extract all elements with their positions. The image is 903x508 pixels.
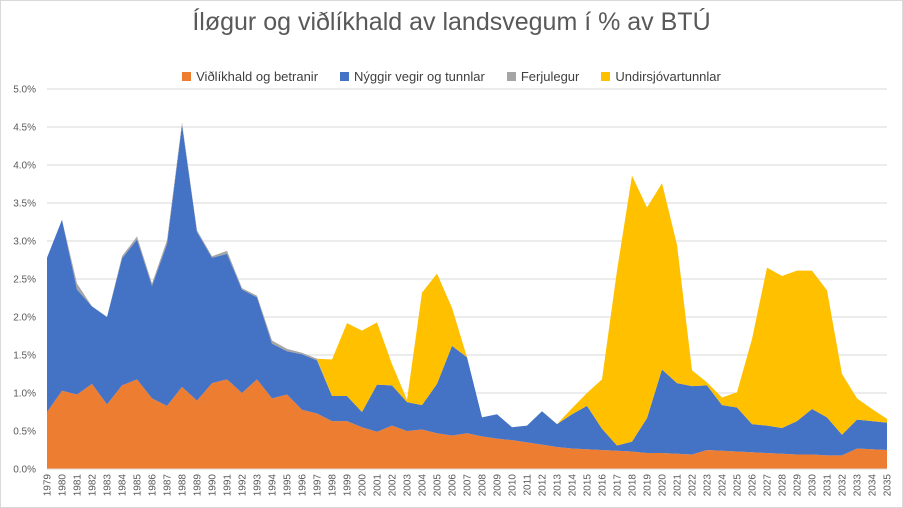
x-tick-label: 1999 xyxy=(343,474,354,497)
chart-legend: Viðlíkhald og betranir Nýggir vegir og t… xyxy=(0,69,903,84)
x-tick-label: 1994 xyxy=(268,474,279,497)
x-tick-label: 2000 xyxy=(358,474,369,497)
x-tick-label: 1982 xyxy=(88,474,99,497)
x-tick-label: 2015 xyxy=(583,474,594,497)
x-tick-label: 2014 xyxy=(568,474,579,497)
x-tick-label: 2028 xyxy=(778,474,789,497)
x-tick-label: 2025 xyxy=(733,474,744,497)
x-tick-label: 1993 xyxy=(253,474,264,497)
y-tick-label: 2.5% xyxy=(13,275,36,286)
x-tick-label: 1980 xyxy=(58,474,69,497)
area-vi-l-khald-og-betranir xyxy=(47,379,887,469)
x-tick-label: 1981 xyxy=(73,474,84,497)
y-tick-label: 5.0% xyxy=(13,85,36,96)
x-tick-label: 1984 xyxy=(118,474,129,497)
legend-swatch xyxy=(506,72,516,81)
x-tick-label: 1995 xyxy=(283,474,294,497)
area-undirsj-vartunnlar xyxy=(47,122,887,446)
x-tick-label: 2026 xyxy=(748,474,759,497)
x-tick-label: 2010 xyxy=(508,474,519,497)
x-tick-label: 2019 xyxy=(643,474,654,497)
area-series xyxy=(47,122,887,469)
x-tick-label: 2030 xyxy=(808,474,819,497)
x-tick-label: 1983 xyxy=(103,474,114,497)
legend-item-subsea: Undirsjóvartunnlar xyxy=(601,69,721,84)
y-tick-label: 4.5% xyxy=(13,123,36,134)
x-tick-label: 2027 xyxy=(763,474,774,497)
y-tick-label: 4.0% xyxy=(13,161,36,172)
x-tick-label: 2016 xyxy=(598,474,609,497)
x-tick-label: 1988 xyxy=(178,474,189,497)
chart-title: Íløgur og viðlíkhald av landsvegum í % a… xyxy=(192,8,711,36)
legend-item-maintenance: Viðlíkhald og betranir xyxy=(182,69,318,84)
x-tick-label: 2032 xyxy=(838,474,849,497)
x-tick-label: 1986 xyxy=(148,474,159,497)
y-tick-label: 1.5% xyxy=(13,351,36,362)
x-tick-label: 1990 xyxy=(208,474,219,497)
x-tick-label: 2022 xyxy=(688,474,699,497)
x-tick-label: 2023 xyxy=(703,474,714,497)
x-tick-label: 2007 xyxy=(463,474,474,497)
x-tick-label: 1996 xyxy=(298,474,309,497)
legend-swatch xyxy=(182,72,192,81)
x-tick-label: 2006 xyxy=(448,474,459,497)
x-tick-label: 2008 xyxy=(478,474,489,497)
x-tick-label: 2002 xyxy=(388,474,399,497)
x-tick-label: 1991 xyxy=(223,474,234,497)
y-tick-label: 0.0% xyxy=(13,465,36,476)
legend-swatch xyxy=(340,72,350,81)
legend-label: Nýggir vegir og tunnlar xyxy=(354,69,485,84)
x-tick-label: 2001 xyxy=(373,474,384,497)
x-tick-label: 2017 xyxy=(613,474,624,497)
x-tick-label: 2035 xyxy=(883,474,894,497)
x-tick-label: 2011 xyxy=(523,474,534,496)
x-tick-label: 2005 xyxy=(433,474,444,497)
x-tick-label: 2033 xyxy=(853,474,864,497)
x-tick-label: 1997 xyxy=(313,474,324,497)
x-tick-label: 2031 xyxy=(823,474,834,497)
x-tick-label: 1985 xyxy=(133,474,144,497)
y-axis: 0.0% 0.5% 1.0% 1.5% 2.0% 2.5% 3.0% 3.5% 4.0% 4.5%… xyxy=(13,85,36,476)
x-tick-label: 1979 xyxy=(43,474,54,497)
x-tick-label: 2034 xyxy=(868,474,879,497)
y-tick-label: 1.0% xyxy=(13,389,36,400)
x-tick-label: 2004 xyxy=(418,474,429,497)
x-tick-label: 1989 xyxy=(193,474,204,497)
x-tick-label: 1992 xyxy=(238,474,249,497)
y-tick-label: 3.5% xyxy=(13,199,36,210)
x-tick-label: 2021 xyxy=(673,474,684,497)
x-tick-label: 2009 xyxy=(493,474,504,497)
x-axis: 1979 1980 1981 1982 1983 1984 1985 1986 1987 1988… xyxy=(43,468,894,497)
x-tick-label: 2024 xyxy=(718,474,729,497)
legend-item-ferry: Ferjulegur xyxy=(506,69,580,84)
x-tick-label: 2029 xyxy=(793,474,804,497)
legend-item-new-roads: Nýggir vegir og tunnlar xyxy=(340,69,485,84)
legend-label: Viðlíkhald og betranir xyxy=(196,69,319,84)
y-tick-label: 0.5% xyxy=(13,427,36,438)
y-tick-label: 3.0% xyxy=(13,237,36,248)
x-tick-label: 2012 xyxy=(538,474,549,497)
legend-swatch xyxy=(601,72,611,81)
area-n-ggir-vegir-og-tunnlar xyxy=(47,124,887,456)
x-tick-label: 2003 xyxy=(403,474,414,497)
legend-label: Ferjulegur xyxy=(520,69,580,84)
y-tick-label: 2.0% xyxy=(13,313,36,324)
x-tick-label: 2020 xyxy=(658,474,669,497)
legend-label: Undirsjóvartunnlar xyxy=(615,69,721,84)
x-tick-label: 1998 xyxy=(328,474,339,497)
x-tick-label: 2013 xyxy=(553,474,564,497)
x-tick-label: 2018 xyxy=(628,474,639,497)
x-tick-label: 1987 xyxy=(163,474,174,497)
